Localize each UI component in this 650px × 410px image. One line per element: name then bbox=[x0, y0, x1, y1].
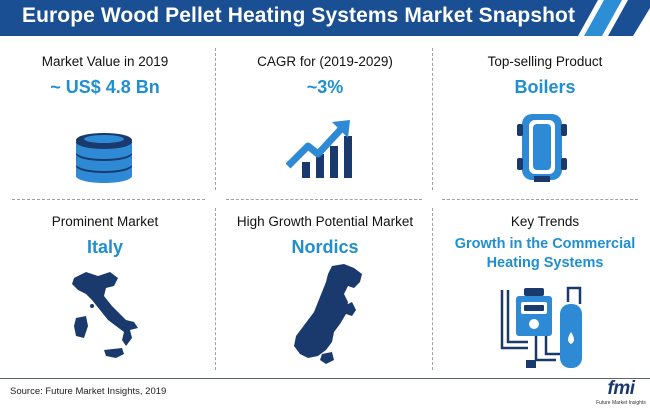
coin-stack-icon bbox=[76, 133, 132, 183]
divider-vertical-top-left bbox=[215, 48, 216, 190]
metric-top-product: Top-selling Product Boilers bbox=[440, 54, 650, 98]
metric-value: Growth in the Commercial Heating Systems bbox=[454, 236, 636, 271]
metric-label: CAGR for (2019-2029) bbox=[257, 54, 393, 69]
page-title: Europe Wood Pellet Heating Systems Marke… bbox=[22, 4, 576, 27]
metric-key-trends: Key Trends Growth in the Commercial Heat… bbox=[440, 214, 650, 273]
metric-label: Key Trends bbox=[510, 214, 580, 229]
source-note: Source: Future Market Insights, 2019 bbox=[10, 386, 167, 397]
metric-value: ~ US$ 4.8 Bn bbox=[50, 77, 160, 97]
divider-vertical-bottom-right bbox=[432, 208, 433, 370]
metric-label: Top-selling Product bbox=[487, 54, 603, 69]
boiler-icon bbox=[517, 114, 567, 182]
growth-chart-icon bbox=[286, 120, 352, 178]
metric-value: Nordics bbox=[291, 237, 359, 257]
divider-vertical-bottom-left bbox=[215, 208, 216, 370]
title-banner: Europe Wood Pellet Heating Systems Marke… bbox=[0, 0, 650, 36]
footer-divider bbox=[0, 378, 650, 379]
divider-horizontal-left bbox=[12, 199, 205, 200]
metric-value: Italy bbox=[86, 237, 124, 257]
divider-horizontal-middle bbox=[226, 199, 422, 200]
heating-system-icon bbox=[500, 286, 582, 368]
logo-text: fmi bbox=[607, 378, 636, 399]
fmi-logo: fmi Future Market Insights bbox=[596, 378, 646, 408]
metric-high-growth-market: High Growth Potential Market Nordics bbox=[220, 214, 430, 258]
metric-label: High Growth Potential Market bbox=[236, 214, 414, 229]
italy-map-icon bbox=[72, 272, 138, 358]
metric-label: Prominent Market bbox=[51, 214, 159, 229]
metric-value: Boilers bbox=[514, 77, 576, 97]
metric-value: ~3% bbox=[306, 77, 344, 97]
metric-market-value: Market Value in 2019 ~ US$ 4.8 Bn bbox=[0, 54, 210, 98]
logo-tagline: Future Market Insights bbox=[596, 400, 646, 406]
divider-horizontal-right bbox=[442, 199, 638, 200]
metric-cagr: CAGR for (2019-2029) ~3% bbox=[220, 54, 430, 98]
nordics-map-icon bbox=[294, 264, 362, 364]
metric-label: Market Value in 2019 bbox=[41, 54, 169, 69]
metric-prominent-market: Prominent Market Italy bbox=[0, 214, 210, 258]
banner-background bbox=[0, 0, 650, 36]
divider-vertical-top-right bbox=[432, 48, 433, 190]
